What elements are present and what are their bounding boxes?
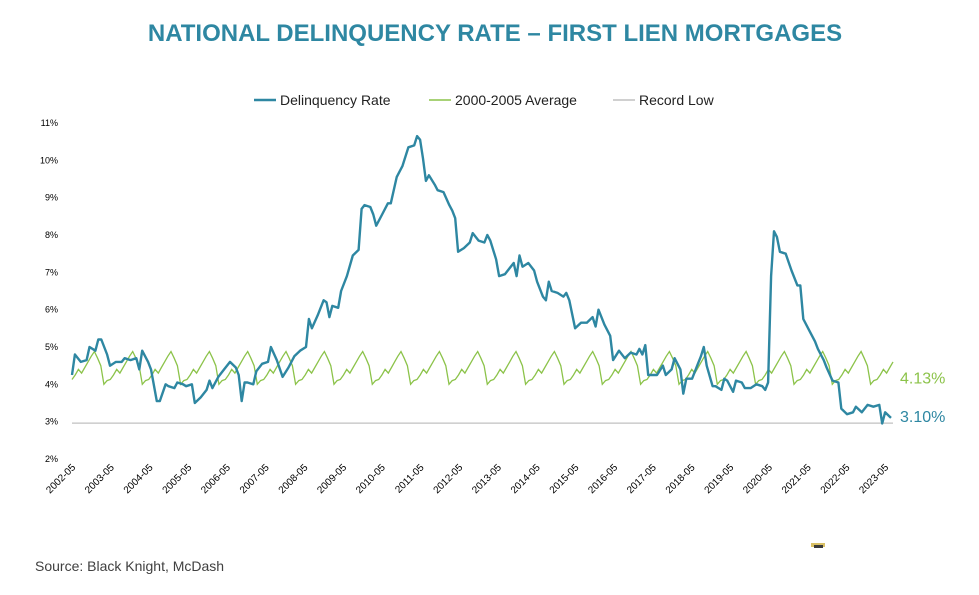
x-axis: 2002-05 2003-05 2004-05 2005-05 2006-05 2007-… [44, 462, 891, 496]
x-tick-label: 2004-05 [122, 462, 156, 496]
x-tick-label: 2003-05 [83, 462, 117, 496]
source-note: Source: Black Knight, McDash [35, 558, 224, 574]
x-tick-label: 2017-05 [625, 462, 659, 496]
x-tick-label: 2012-05 [432, 462, 466, 496]
x-tick-label: 2016-05 [586, 462, 620, 496]
delinquency-series-line [70, 134, 892, 425]
legend-label: Record Low [639, 92, 715, 108]
x-tick-label: 2002-05 [44, 462, 78, 496]
logo-mark [811, 543, 825, 548]
x-tick-label: 2010-05 [354, 462, 388, 496]
y-tick-label: 6% [45, 305, 58, 315]
y-tick-label: 3% [45, 417, 58, 427]
x-tick-label: 2014-05 [509, 462, 543, 496]
x-tick-label: 2013-05 [470, 462, 504, 496]
x-tick-label: 2022-05 [819, 462, 853, 496]
x-tick-label: 2008-05 [277, 462, 311, 496]
y-tick-label: 2% [45, 454, 58, 464]
legend-label: 2000-2005 Average [455, 92, 577, 108]
delinquency-end-label: 3.10% [900, 409, 945, 426]
x-tick-label: 2019-05 [703, 462, 737, 496]
x-tick-label: 2018-05 [664, 462, 698, 496]
y-tick-label: 9% [45, 193, 58, 203]
y-tick-label: 7% [45, 267, 58, 277]
x-tick-label: 2011-05 [393, 462, 427, 496]
plot-area [70, 134, 894, 425]
legend-label: Delinquency Rate [280, 92, 391, 108]
x-tick-label: 2021-05 [780, 462, 814, 496]
x-tick-label: 2023-05 [857, 462, 891, 496]
y-tick-label: 5% [45, 342, 58, 352]
x-tick-label: 2020-05 [741, 462, 775, 496]
y-tick-label: 8% [45, 230, 58, 240]
y-axis: 2% 3% 4% 5% 6% 7% 8% 9% 10% 11% [40, 118, 58, 464]
average-end-label: 4.13% [900, 371, 945, 388]
x-tick-label: 2009-05 [315, 462, 349, 496]
y-tick-label: 4% [45, 379, 58, 389]
end-labels: 4.13% 3.10% [900, 371, 945, 426]
y-tick-label: 10% [40, 155, 58, 165]
x-tick-label: 2005-05 [161, 462, 195, 496]
y-tick-label: 11% [41, 118, 58, 128]
x-tick-label: 2006-05 [199, 462, 233, 496]
chart-legend: Delinquency Rate 2000-2005 Average Record … [254, 92, 715, 108]
x-tick-label: 2007-05 [238, 462, 272, 496]
x-tick-label: 2015-05 [548, 462, 582, 496]
chart-title: NATIONAL DELINQUENCY RATE – FIRST LIEN M… [148, 20, 842, 47]
